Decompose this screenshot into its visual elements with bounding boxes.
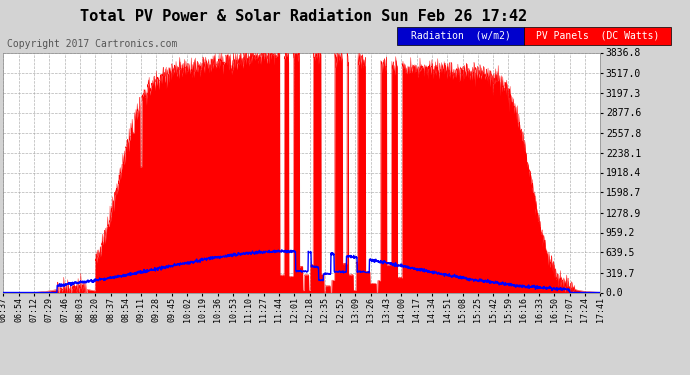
Text: Copyright 2017 Cartronics.com: Copyright 2017 Cartronics.com xyxy=(7,39,177,50)
Text: Radiation  (w/m2): Radiation (w/m2) xyxy=(411,31,511,41)
Text: PV Panels  (DC Watts): PV Panels (DC Watts) xyxy=(536,31,660,41)
Text: Total PV Power & Solar Radiation Sun Feb 26 17:42: Total PV Power & Solar Radiation Sun Feb… xyxy=(80,9,527,24)
